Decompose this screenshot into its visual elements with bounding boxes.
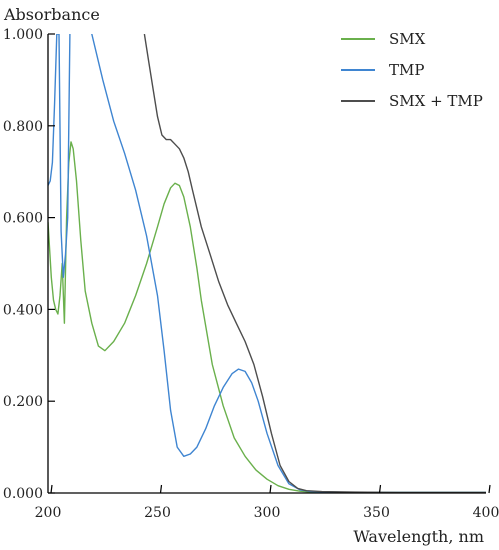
series-line-smx	[48, 141, 486, 493]
x-tick	[378, 484, 382, 494]
legend: SMX TMP SMX + TMP	[341, 30, 483, 110]
x-tick-label: 350	[363, 505, 390, 521]
ticks: 200 250 300 350 400 0.000 0.200 0.400 0.600 0.800…	[3, 27, 499, 521]
legend-label-tmp: TMP	[389, 61, 424, 79]
x-axis-title: Wavelength, nm	[353, 527, 484, 546]
y-axis-title: Absorbance	[3, 5, 100, 24]
x-tick-label: 400	[473, 505, 499, 521]
axes	[47, 34, 486, 494]
y-tick-label: 0.000	[3, 486, 43, 502]
x-tick	[269, 484, 272, 494]
y-tick-label: 0.400	[3, 302, 43, 318]
x-tick	[50, 484, 53, 494]
y-tick-label: 0.200	[3, 394, 43, 410]
y-tick-label: 1.000	[3, 27, 43, 43]
legend-label-smx: SMX	[389, 30, 426, 48]
y-tick-label: 0.800	[3, 119, 43, 135]
x-tick	[159, 484, 163, 494]
x-tick-label: 200	[35, 505, 62, 521]
x-tick-label: 300	[254, 505, 281, 521]
series-line-smx-tmp	[143, 34, 486, 493]
y-tick-label: 0.600	[3, 211, 43, 227]
x-tick	[488, 484, 491, 494]
plot-area	[48, 34, 486, 493]
x-tick-label: 250	[144, 505, 171, 521]
legend-label-smx-tmp: SMX + TMP	[389, 92, 483, 110]
series-line-tmp	[48, 34, 486, 493]
